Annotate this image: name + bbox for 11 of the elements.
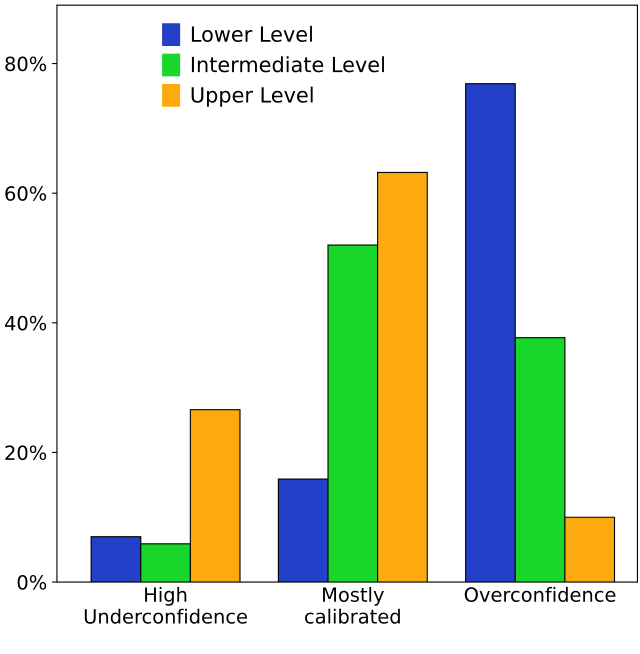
y-tick-label: 0% — [18, 575, 46, 590]
y-tick-label: 60% — [5, 186, 46, 201]
x-tick-label: Mostly calibrated — [305, 586, 400, 624]
legend-label: Upper Level — [192, 86, 313, 107]
y-tick-label: 80% — [5, 56, 46, 72]
y-tick-label: 40% — [4, 316, 46, 330]
legend-label: Intermediate Level — [192, 56, 384, 72]
legend-label: Lower Level — [192, 26, 312, 42]
x-tick-label: Overconfidence — [464, 586, 616, 602]
x-tick-label: High Underconfidence — [84, 586, 247, 624]
y-tick-label: 20% — [5, 445, 46, 460]
